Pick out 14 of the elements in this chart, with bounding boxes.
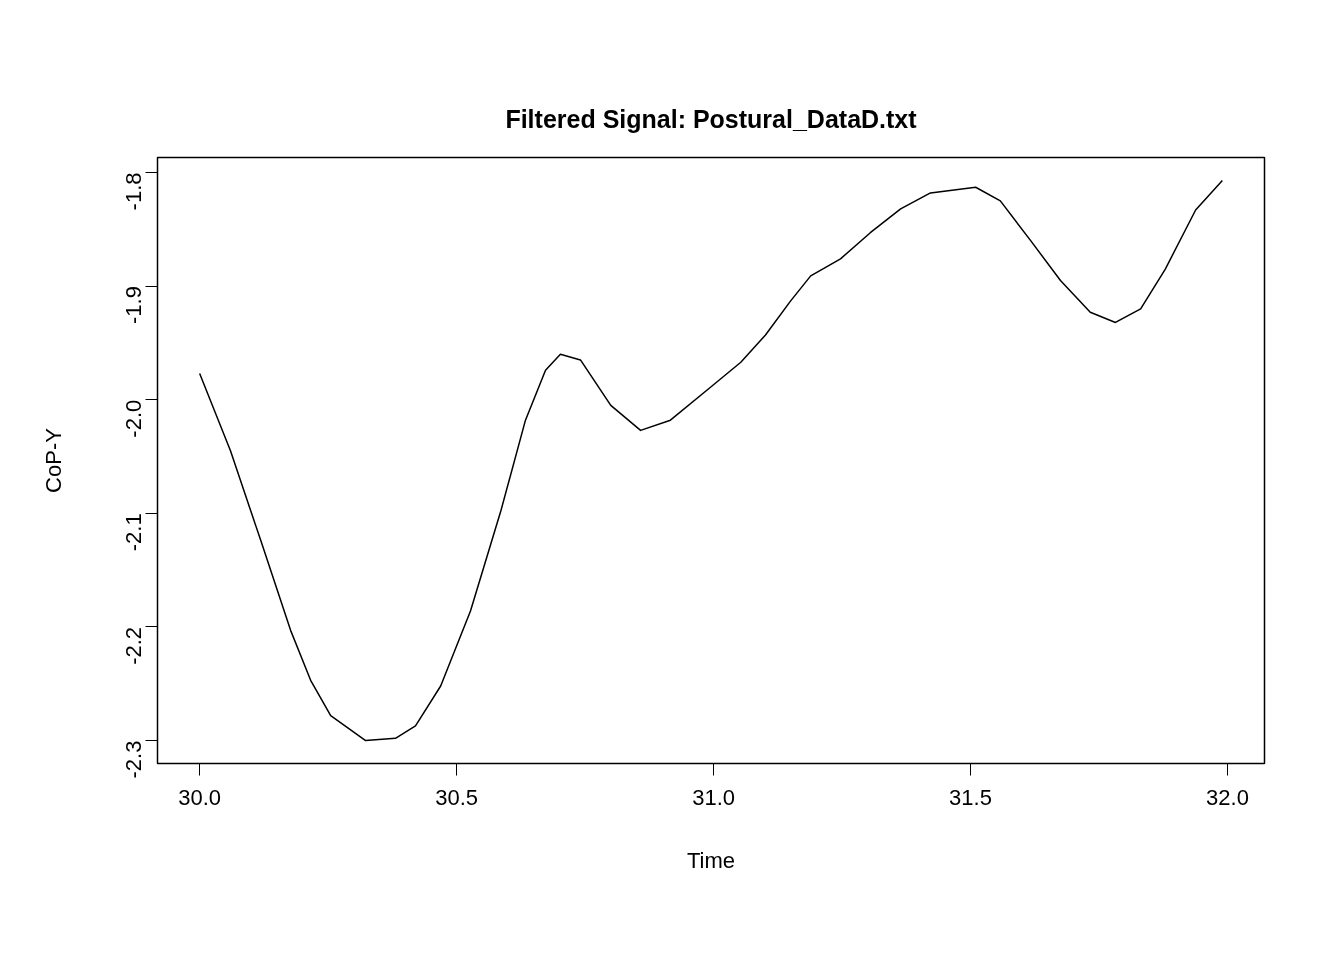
y-tick-label: -2.0 [121,399,146,438]
y-tick-label: -2.2 [121,626,146,665]
x-tick-label: 32.0 [1206,784,1249,810]
y-tick-label: -2.1 [121,513,146,552]
y-tick-label: -1.9 [121,286,146,325]
y-axis-title: CoP-Y [40,427,66,493]
chart-title: Filtered Signal: Postural_DataD.txt [505,104,918,133]
x-tick-label: 30.0 [178,784,222,810]
x-tick-label: 30.5 [435,784,479,810]
x-tick-label: 31.5 [949,784,992,810]
y-tick-label: -1.8 [121,172,146,211]
y-tick-label: -2.3 [121,740,146,779]
x-axis-title: Time [686,847,736,873]
x-tick-label: 31.0 [692,784,735,810]
